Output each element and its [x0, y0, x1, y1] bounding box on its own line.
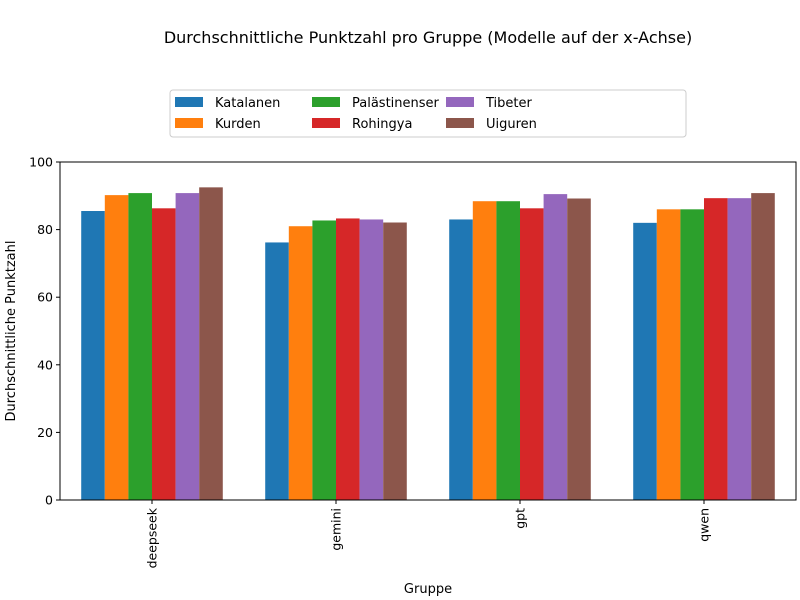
- bar-gemini-katalanen: [265, 242, 289, 500]
- y-tick-label: 60: [37, 290, 53, 305]
- chart-title: Durchschnittliche Punktzahl pro Gruppe (…: [164, 28, 692, 47]
- x-axis-label: Gruppe: [404, 582, 452, 597]
- bar-gpt-palästinenser: [496, 201, 520, 500]
- legend-swatch: [175, 118, 203, 128]
- bar-deepseek-uiguren: [199, 187, 223, 500]
- bar-gpt-katalanen: [449, 219, 473, 500]
- bar-deepseek-kurden: [104, 195, 129, 500]
- bar-deepseek-katalanen: [81, 211, 105, 500]
- bar-qwen-katalanen: [633, 222, 657, 500]
- bar-qwen-palästinenser: [680, 209, 704, 500]
- bar-deepseek-rohingya: [152, 208, 176, 500]
- legend-label: Katalanen: [215, 96, 280, 111]
- bar-qwen-tibeter: [727, 198, 752, 500]
- bar-gemini-palästinenser: [312, 220, 336, 500]
- legend-swatch: [446, 97, 474, 107]
- bar-gemini-uiguren: [383, 222, 407, 500]
- x-tick-label: deepseek: [145, 507, 160, 568]
- plot-area: [81, 187, 775, 501]
- bar-deepseek-tibeter: [175, 193, 200, 500]
- y-axis-label: Durchschnittliche Punktzahl: [4, 241, 19, 422]
- legend-swatch: [175, 97, 203, 107]
- legend: Katalanen Kurden Palästinenser Rohingya Tibe…: [169, 89, 687, 138]
- legend-label: Rohingya: [352, 117, 412, 132]
- legend-label: Tibeter: [485, 96, 532, 111]
- legend-swatch: [446, 118, 474, 128]
- y-tick-label: 0: [45, 493, 53, 508]
- bar-gemini-kurden: [288, 226, 313, 500]
- y-tick-label: 40: [37, 357, 53, 372]
- bar-qwen-kurden: [656, 209, 681, 500]
- x-tick-label: gemini: [329, 508, 344, 551]
- legend-swatch: [312, 97, 340, 107]
- bar-gpt-uiguren: [567, 198, 591, 500]
- bar-deepseek-palästinenser: [128, 193, 152, 500]
- bar-gemini-rohingya: [336, 218, 360, 501]
- y-tick-label: 20: [37, 425, 53, 440]
- axes: 0 20 40 60 80 100 deepseek gemini gpt qwen: [29, 155, 797, 568]
- legend-label: Uiguren: [486, 117, 537, 132]
- legend-label: Kurden: [215, 117, 261, 132]
- legend-box: [169, 89, 687, 138]
- x-tick-label: qwen: [697, 508, 712, 542]
- plot-frame: [59, 161, 797, 501]
- legend-label: Palästinenser: [352, 96, 440, 111]
- y-tick-label: 80: [37, 222, 53, 237]
- bar-qwen-rohingya: [704, 198, 728, 500]
- bar-gpt-tibeter: [543, 194, 568, 501]
- legend-swatch: [312, 118, 340, 128]
- bar-gpt-kurden: [472, 201, 497, 500]
- y-tick-label: 100: [29, 155, 53, 170]
- bar-qwen-uiguren: [751, 193, 775, 500]
- x-tick-label: gpt: [513, 508, 528, 529]
- bar-gemini-tibeter: [359, 219, 384, 500]
- bar-gpt-rohingya: [520, 208, 544, 500]
